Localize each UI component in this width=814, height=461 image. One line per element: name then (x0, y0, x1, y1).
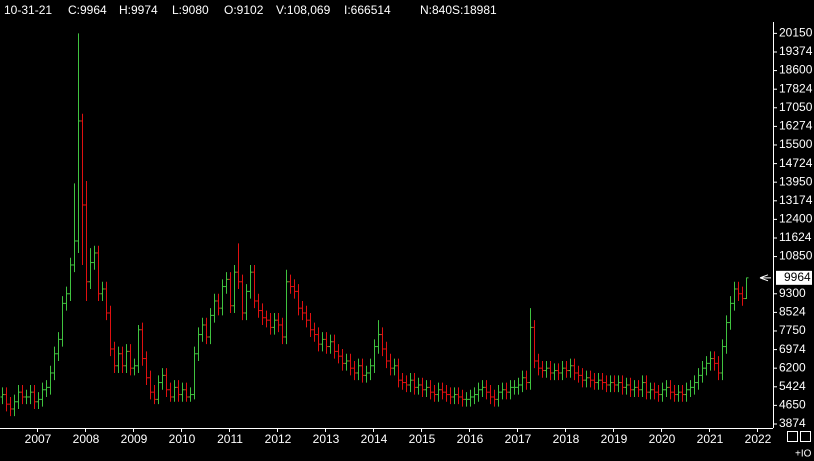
x-tick-label: 2021 (697, 432, 724, 446)
y-tick-label: 18600 (779, 63, 813, 77)
y-tick-label: 3874 (779, 416, 806, 430)
y-tick-label: 16274 (779, 119, 813, 133)
y-tick-label: 5424 (779, 379, 806, 393)
x-tick-label: 2019 (601, 432, 628, 446)
y-tick-label: 9300 (779, 286, 806, 300)
y-tick-label: 4650 (779, 398, 806, 412)
y-tick-label: 10850 (779, 249, 813, 263)
y-tick-label: 14724 (779, 156, 813, 170)
x-tick-label: 2015 (409, 432, 436, 446)
y-tick-label: 6974 (779, 342, 806, 356)
x-tick-label: 2022 (745, 432, 772, 446)
x-tick-label: 2017 (505, 432, 532, 446)
x-tick-label: 2007 (25, 432, 52, 446)
header-item: H:9974 (119, 3, 158, 17)
x-tick-label: 2013 (313, 432, 340, 446)
x-tick-label: 2018 (553, 432, 580, 446)
y-tick-label: 19374 (779, 44, 813, 58)
y-tick-label: 13174 (779, 193, 813, 207)
header-item: I:666514 (344, 3, 391, 17)
last-value-box (776, 270, 812, 285)
x-tick-label: 2009 (121, 432, 148, 446)
header-item: 10-31-21 (4, 3, 52, 17)
header-item: O:9102 (224, 3, 264, 17)
corner-text: +IO (795, 449, 812, 460)
corner-box[interactable] (800, 431, 811, 442)
x-tick-label: 2020 (649, 432, 676, 446)
y-tick-label: 13950 (779, 174, 813, 188)
x-tick-label: 2016 (457, 432, 484, 446)
y-tick-label: 7750 (779, 323, 806, 337)
header-item: N:840 (420, 3, 452, 17)
header-item: C:9964 (68, 3, 107, 17)
last-value-label: 9964 (784, 270, 811, 284)
y-tick-label: 12400 (779, 212, 813, 226)
x-tick-label: 2012 (265, 432, 292, 446)
y-tick-label: 20150 (779, 26, 813, 40)
x-tick-label: 2008 (73, 432, 100, 446)
corner-box[interactable] (787, 431, 798, 442)
x-tick-label: 2010 (169, 432, 196, 446)
y-tick-label: 11624 (779, 230, 812, 244)
y-tick-label: 15500 (779, 137, 813, 151)
y-tick-label: 17050 (779, 100, 813, 114)
last-value-arrow (759, 274, 771, 282)
y-tick-label: 6200 (779, 360, 806, 374)
y-tick-label: 17824 (779, 81, 813, 95)
header-item: L:9080 (172, 3, 209, 17)
y-tick-label: 8524 (779, 305, 806, 319)
header-item: V:108,069 (276, 3, 331, 17)
x-tick-label: 2011 (217, 432, 243, 446)
x-tick-label: 2014 (361, 432, 388, 446)
header-item: S:18981 (452, 3, 497, 17)
